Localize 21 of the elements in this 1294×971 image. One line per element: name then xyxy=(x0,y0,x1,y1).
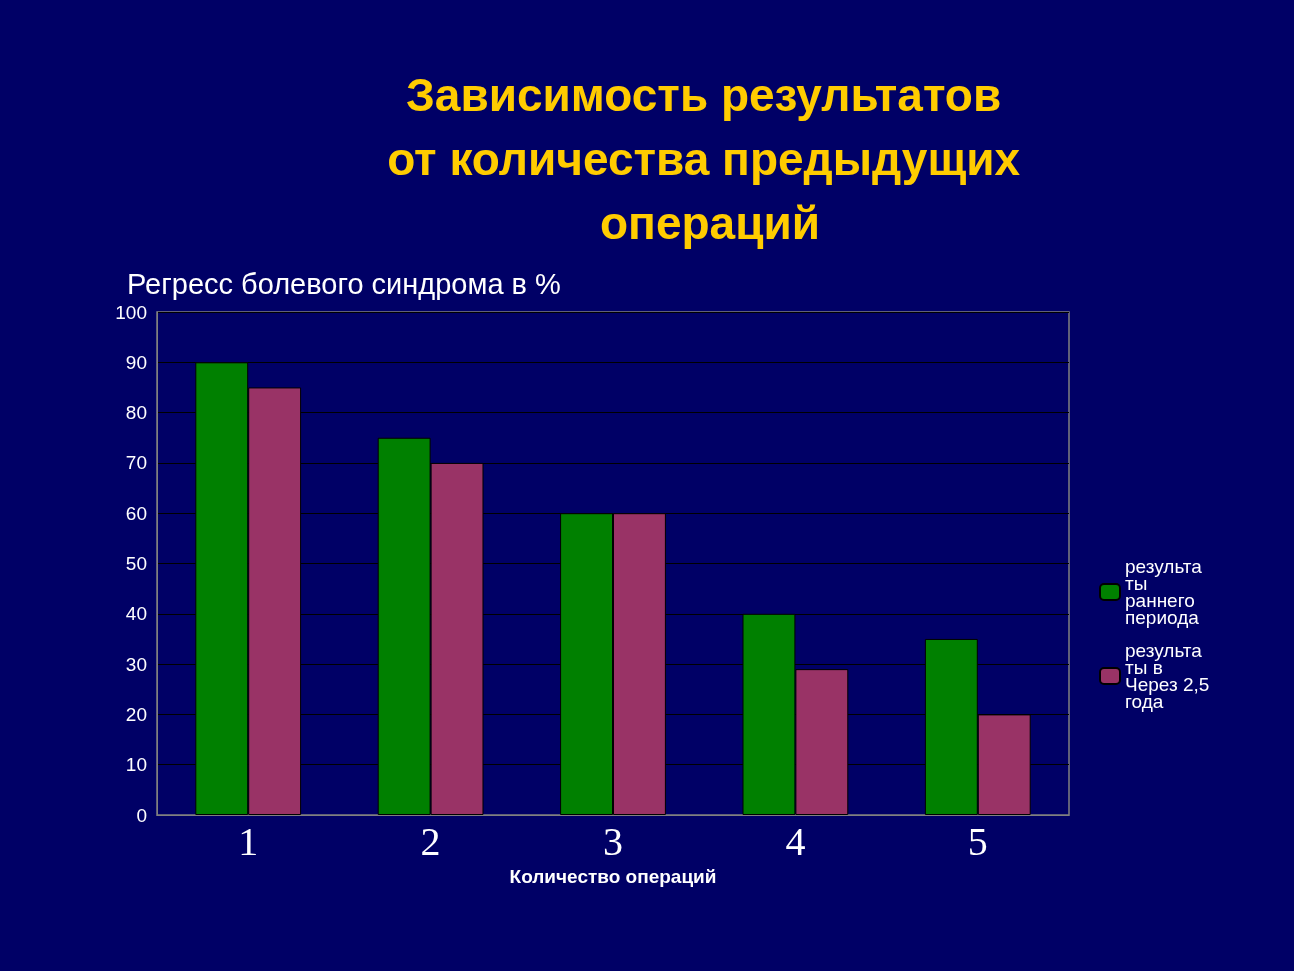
chart-title: Зависимость результатов от количества предыдущих операций xyxy=(387,69,1033,249)
y-axis-title: Регресс болевого синдрома в % xyxy=(127,267,561,300)
y-tick-label: 40 xyxy=(125,603,147,625)
legend-label: результаты раннего периода xyxy=(1125,556,1203,628)
y-tick-label: 90 xyxy=(125,351,147,373)
y-tick-label: 10 xyxy=(125,754,147,776)
y-tick-label: 100 xyxy=(115,301,147,323)
x-tick-label: 2 xyxy=(420,818,441,864)
y-tick-label: 20 xyxy=(125,703,147,725)
x-tick-label: 3 xyxy=(603,818,623,864)
y-tick-label: 70 xyxy=(125,452,147,474)
y-tick-label: 50 xyxy=(125,553,147,574)
x-tick-label: 1 xyxy=(238,818,259,864)
y-tick-label: 0 xyxy=(136,804,147,826)
x-tick-label: 5 xyxy=(967,818,988,864)
x-tick-label: 4 xyxy=(785,818,806,864)
y-tick-label: 80 xyxy=(125,402,147,424)
y-tick-label: 30 xyxy=(125,653,147,675)
x-axis-title: Количество операций xyxy=(509,866,717,887)
legend-label: результаты в Через 2,5 года xyxy=(1125,640,1215,712)
y-tick-label: 60 xyxy=(125,502,147,524)
